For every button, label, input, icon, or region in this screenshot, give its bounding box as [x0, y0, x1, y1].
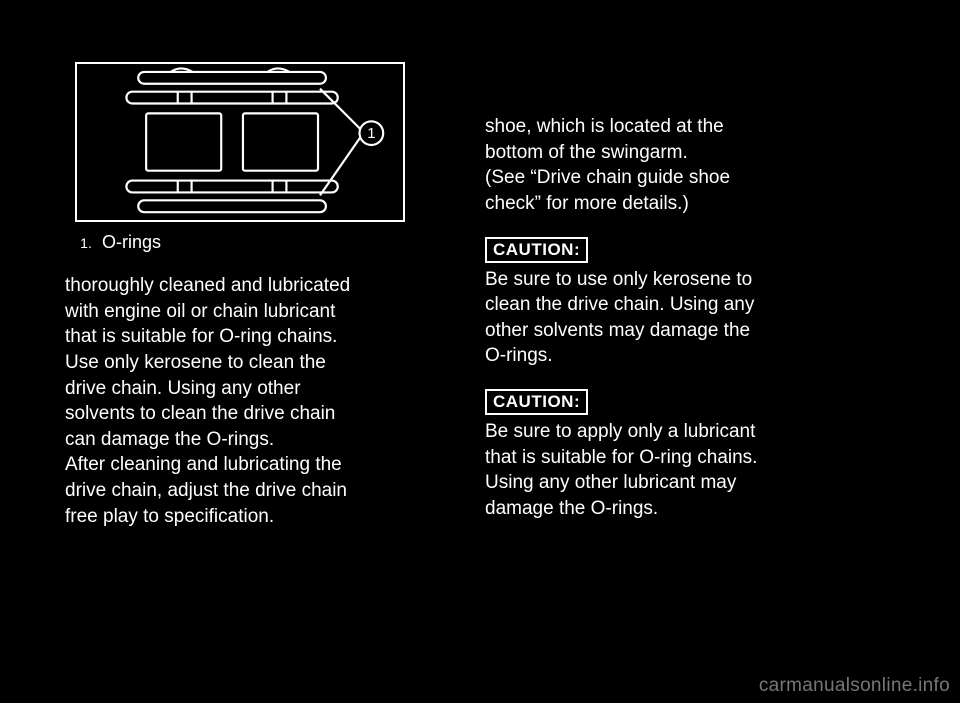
watermark: carmanualsonline.info [759, 675, 950, 697]
left-column: 1 1. O-rings thoroughly cleaned and lubr… [65, 42, 455, 529]
legend-1-number: 1. [75, 233, 97, 255]
chain-oring-diagram: 1 [75, 62, 405, 222]
caution-block-1: CAUTION: Be sure to use only kerosene to… [485, 231, 875, 370]
legend-1-label: O-rings [102, 232, 161, 252]
manual-page: 1 1. O-rings thoroughly cleaned and lubr… [65, 42, 895, 662]
left-body-text: thoroughly cleaned and lubricated with e… [65, 273, 455, 529]
caution-1-text: Be sure to use only kerosene to clean th… [485, 267, 875, 370]
caution-block-2: CAUTION: Be sure to apply only a lubrica… [485, 383, 875, 522]
caution-label-1-text: CAUTION: [493, 240, 580, 259]
caution-2-text: Be sure to apply only a lubricant that i… [485, 419, 875, 522]
right-top-text: shoe, which is located at the bottom of … [485, 114, 875, 217]
caution-label-2: CAUTION: [485, 389, 588, 415]
caution-label-2-text: CAUTION: [493, 392, 580, 411]
diagram-legend: 1. O-rings [75, 232, 455, 255]
caution-label-1: CAUTION: [485, 237, 588, 263]
right-column: shoe, which is located at the bottom of … [485, 114, 875, 522]
diagram-svg: 1 [77, 64, 403, 222]
callout-1-number: 1 [367, 126, 375, 142]
